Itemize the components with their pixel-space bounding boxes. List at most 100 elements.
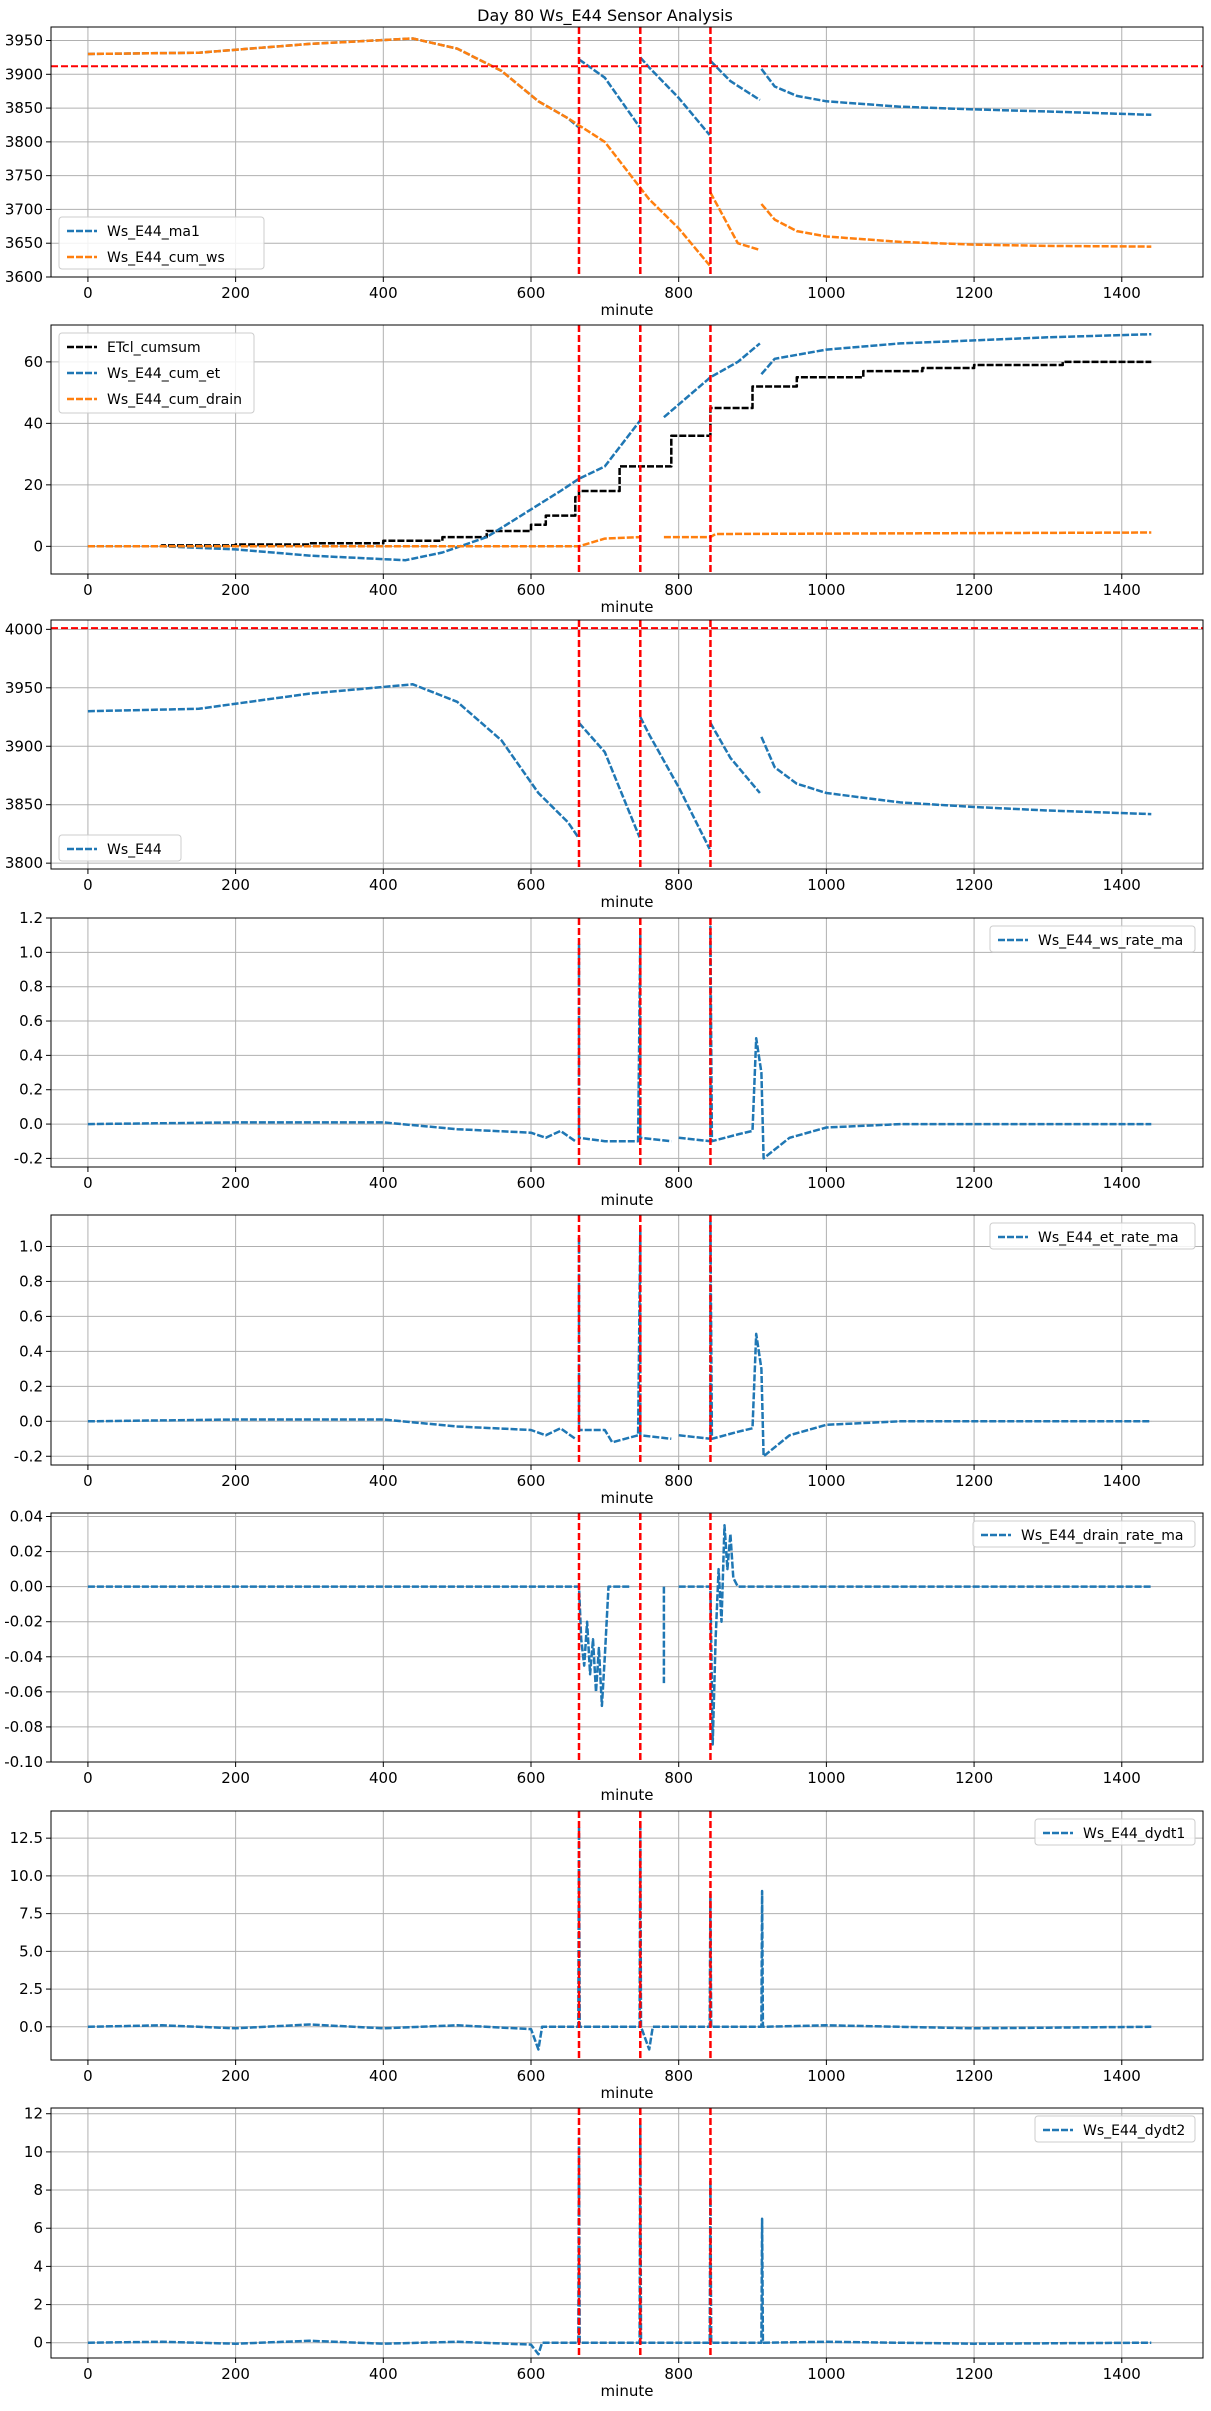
series-line-Ws_E44_et_rate_ma xyxy=(577,1227,672,1444)
x-tick-label: 800 xyxy=(664,1174,693,1192)
x-tick-label: 400 xyxy=(369,581,398,599)
x-tick-label: 1000 xyxy=(807,1769,845,1787)
legend-label: Ws_E44_cum_drain xyxy=(107,392,242,408)
series-line-Ws_E44_ma1 xyxy=(709,59,761,102)
x-axis: 0 200 400 600 800 1000 1200 1400 minute xyxy=(83,277,1141,319)
x-axis-label: minute xyxy=(601,2382,654,2400)
y-tick-label: 2 xyxy=(33,2296,43,2314)
y-tick-label: -0.02 xyxy=(4,1613,43,1631)
series-line-Ws_E44 xyxy=(709,722,761,794)
x-tick-label: 0 xyxy=(83,284,93,302)
series-group xyxy=(87,925,1152,1160)
y-tick-label: 0.2 xyxy=(19,1377,43,1395)
x-axis: 0 200 400 600 800 1000 1200 1400 minute xyxy=(83,869,1141,911)
x-tick-label: 200 xyxy=(221,1174,250,1192)
legend-label: Ws_E44_et_rate_ma xyxy=(1038,1230,1179,1246)
legend-box xyxy=(1034,2115,1196,2143)
x-axis: 0 200 400 600 800 1000 1200 1400 minute xyxy=(83,1762,1141,1804)
y-tick-label: 8 xyxy=(33,2181,43,2199)
x-axis: 0 200 400 600 800 1000 1200 1400 minute xyxy=(83,1465,1141,1507)
axes-frame xyxy=(50,324,1204,575)
y-tick-label: -0.10 xyxy=(4,1753,43,1771)
legend-label: Ws_E44_cum_ws xyxy=(107,250,225,266)
x-tick-label: 1000 xyxy=(807,1174,845,1192)
x-tick-label: 800 xyxy=(664,1472,693,1490)
series-line-Ws_E44_cum_et xyxy=(663,342,761,419)
series-Ws_E44_dydt2 xyxy=(87,2122,1152,2356)
x-tick-label: 600 xyxy=(517,1769,546,1787)
y-tick-label: 3850 xyxy=(5,99,43,117)
series-line-Ws_E44_dydt2 xyxy=(87,2122,1152,2356)
y-tick-label: 3650 xyxy=(5,234,43,252)
legend-label: Ws_E44_dydt1 xyxy=(1083,1826,1185,1842)
series-line-Ws_E44_ma1 xyxy=(639,56,711,136)
x-tick-label: 1400 xyxy=(1103,2067,1141,2085)
x-tick-label: 600 xyxy=(517,1472,546,1490)
y-tick-label: 3900 xyxy=(5,737,43,755)
x-axis: 0 200 400 600 800 1000 1200 1400 minute xyxy=(83,574,1141,616)
subplot-7: 0 200 400 600 800 1000 1200 1400 minute 0.0 2.5 5.0… xyxy=(10,1810,1204,2102)
x-axis: 0 200 400 600 800 1000 1200 1400 minute xyxy=(83,2060,1141,2102)
x-tick-label: 1400 xyxy=(1103,581,1141,599)
series-Ws_E44_et_rate_ma xyxy=(87,1218,1152,1458)
x-tick-label: 1200 xyxy=(955,284,993,302)
x-tick-label: 0 xyxy=(83,1769,93,1787)
x-tick-label: 0 xyxy=(83,581,93,599)
series-line-Ws_E44_cum_ws xyxy=(709,191,761,252)
subplot-8: 0 200 400 600 800 1000 1200 1400 minute 0 2 4 6 8 10 12… xyxy=(24,2105,1204,2400)
legend: Ws_E44_dydt1 xyxy=(1034,1818,1196,1846)
y-tick-label: 2.5 xyxy=(19,1980,43,1998)
y-tick-label: 3800 xyxy=(5,133,43,151)
x-tick-label: 800 xyxy=(664,284,693,302)
x-tick-label: 200 xyxy=(221,876,250,894)
series-line-Ws_E44 xyxy=(639,716,711,850)
y-tick-label: 0.4 xyxy=(19,1342,43,1360)
y-tick-label: 3950 xyxy=(5,679,43,697)
x-tick-label: 1200 xyxy=(955,1174,993,1192)
y-tick-label: 3850 xyxy=(5,796,43,814)
legend-box xyxy=(989,925,1196,953)
legend: ETcl_cumsum Ws_E44_cum_et Ws_E44_cum_drain xyxy=(58,332,255,414)
y-tick-label: 0.6 xyxy=(19,1307,43,1325)
series-line-ETcl_cumsum xyxy=(87,360,1152,548)
x-tick-label: 800 xyxy=(664,581,693,599)
x-tick-label: 400 xyxy=(369,284,398,302)
legend-box xyxy=(1034,1818,1196,1846)
x-tick-label: 400 xyxy=(369,2067,398,2085)
x-tick-label: 1400 xyxy=(1103,2365,1141,2383)
legend-box xyxy=(58,834,182,862)
y-axis: -0.2 0.0 0.2 0.4 0.6 0.8 1.0 xyxy=(14,1237,51,1465)
axes-frame xyxy=(50,1512,1204,1763)
y-axis: -0.10 -0.08 -0.06 -0.04 -0.02 0.00 0.02 0.04 xyxy=(4,1508,51,1771)
x-tick-label: 200 xyxy=(221,581,250,599)
legend-label: ETcl_cumsum xyxy=(107,340,201,356)
x-tick-label: 1200 xyxy=(955,2365,993,2383)
y-tick-label: 0.8 xyxy=(19,1272,43,1290)
y-tick-label: 0.2 xyxy=(19,1081,43,1099)
y-tick-label: -0.04 xyxy=(4,1648,43,1666)
x-tick-label: 1000 xyxy=(807,876,845,894)
y-tick-label: 3950 xyxy=(5,32,43,50)
y-tick-label: 0.02 xyxy=(10,1543,43,1561)
x-tick-label: 1400 xyxy=(1103,1174,1141,1192)
x-tick-label: 1400 xyxy=(1103,876,1141,894)
x-tick-label: 600 xyxy=(517,1174,546,1192)
x-tick-label: 800 xyxy=(664,876,693,894)
y-tick-label: 7.5 xyxy=(19,1905,43,1923)
x-axis: 0 200 400 600 800 1000 1200 1400 minute xyxy=(83,2358,1141,2400)
x-tick-label: 1000 xyxy=(807,2067,845,2085)
x-tick-label: 0 xyxy=(83,1472,93,1490)
y-tick-label: 1.0 xyxy=(19,1237,43,1255)
x-axis: 0 200 400 600 800 1000 1200 1400 minute xyxy=(83,1167,1141,1209)
series-group xyxy=(87,1218,1152,1458)
x-tick-label: 0 xyxy=(83,876,93,894)
y-tick-label: 4 xyxy=(33,2257,43,2275)
x-tick-label: 400 xyxy=(369,876,398,894)
x-tick-label: 1200 xyxy=(955,876,993,894)
y-tick-label: 5.0 xyxy=(19,1942,43,1960)
x-tick-label: 1400 xyxy=(1103,1769,1141,1787)
axes-frame xyxy=(50,2107,1204,2359)
x-tick-label: 0 xyxy=(83,2365,93,2383)
x-tick-label: 1200 xyxy=(955,1769,993,1787)
grid-lines xyxy=(51,1215,1203,1465)
